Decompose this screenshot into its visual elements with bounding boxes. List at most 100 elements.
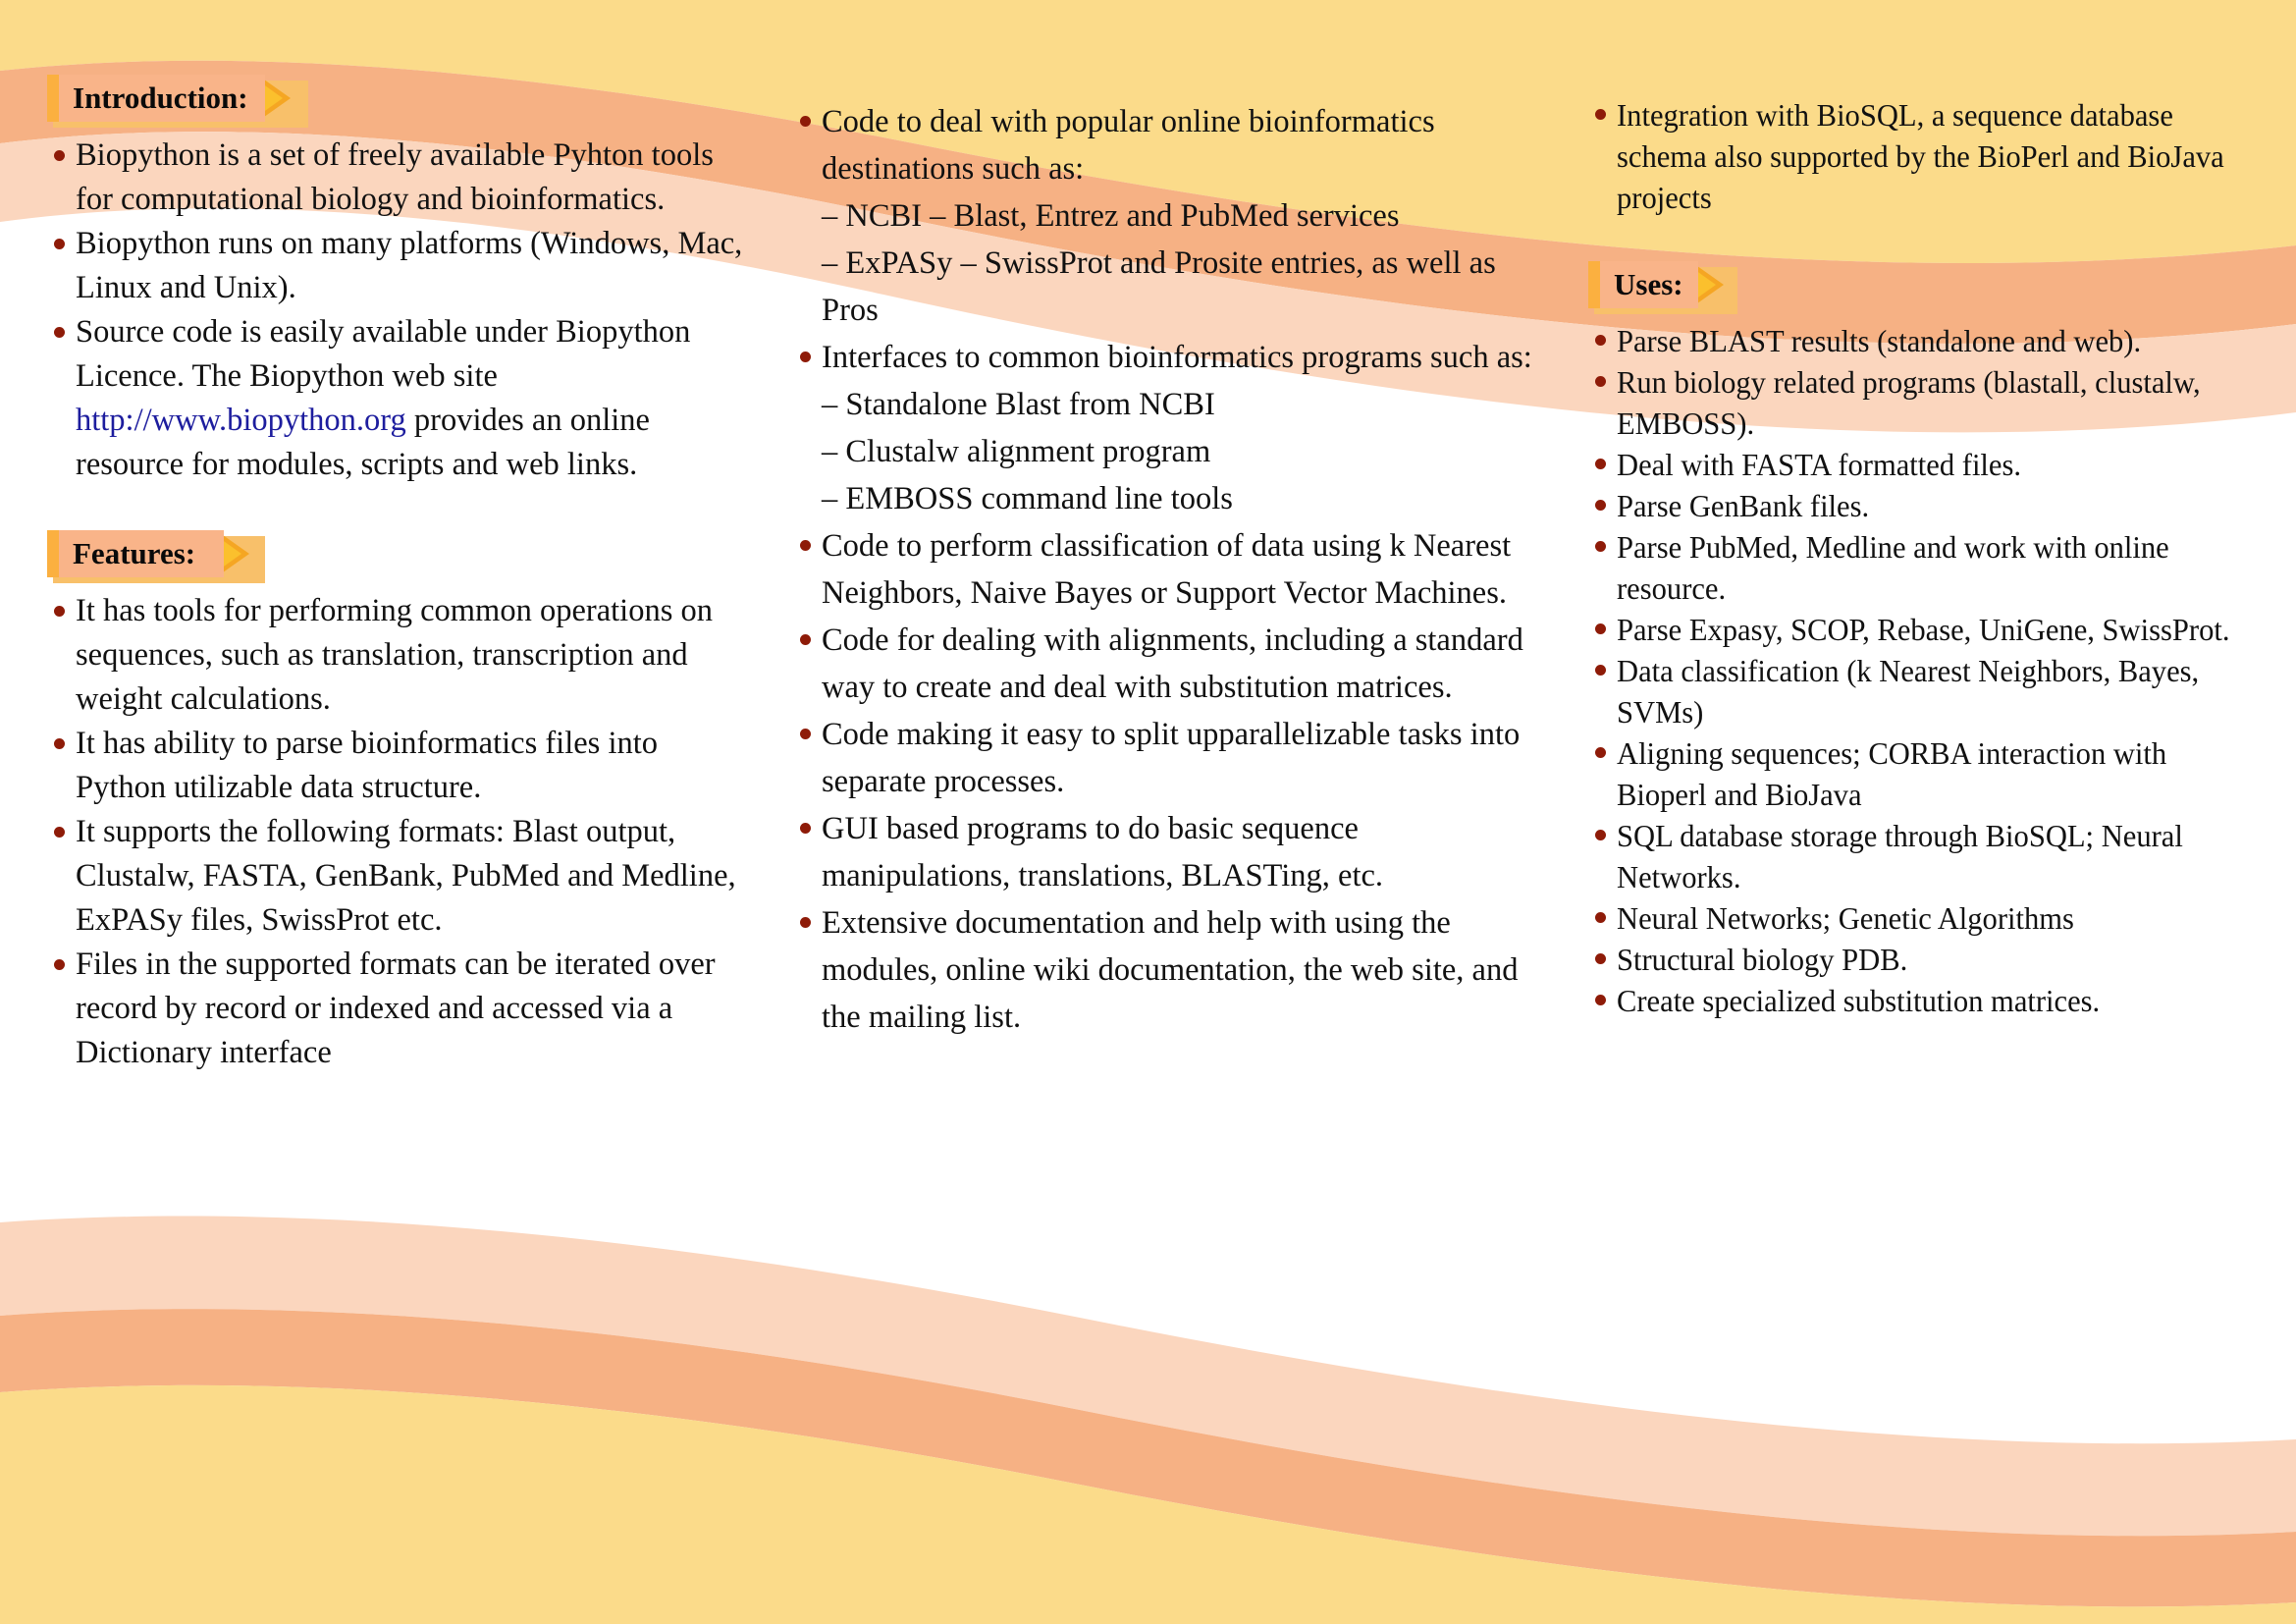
column-right: Integration with BioSQL, a sequence data…: [1561, 0, 2296, 1021]
list-item-text: Code for dealing with alignments, includ…: [822, 623, 1523, 705]
list-item-text: Run biology related programs (blastall, …: [1617, 364, 2201, 441]
column-middle: Code to deal with popular online bioinfo…: [775, 0, 1561, 1041]
list-item-text: It has ability to parse bioinformatics f…: [76, 726, 658, 805]
list-item: Neural Networks; Genetic Algorithms: [1588, 897, 2278, 939]
list-item-text: Extensive documentation and help with us…: [822, 905, 1519, 1035]
list-item: Data classification (k Nearest Neighbors…: [1588, 650, 2278, 732]
list-item: Deal with FASTA formatted files.: [1588, 444, 2278, 485]
list-item: Code for dealing with alignments, includ…: [793, 617, 1541, 711]
list-item: GUI based programs to do basic sequence …: [793, 805, 1541, 899]
bullet-dot-icon: [800, 116, 811, 127]
bullet-dot-icon: [1595, 912, 1606, 923]
section-heading-features: Features:: [73, 536, 196, 570]
list-item: Extensive documentation and help with us…: [793, 899, 1541, 1041]
list-item-text: Structural biology PDB.: [1617, 942, 1908, 977]
list-item-sub: – Clustalw alignment program: [822, 434, 1211, 469]
bullet-dot-icon: [1595, 376, 1606, 387]
section-heading-uses: Uses:: [1614, 267, 1683, 301]
list-item-sub: – NCBI – Blast, Entrez and PubMed servic…: [822, 198, 1400, 234]
list-item-text: It has tools for performing common opera…: [76, 593, 713, 717]
list-item-text: Neural Networks; Genetic Algorithms: [1617, 900, 2074, 936]
list-item-text: Parse GenBank files.: [1617, 488, 1870, 523]
bullet-dot-icon: [800, 634, 811, 645]
list-item-text: Code making it easy to split upparalleli…: [822, 717, 1521, 799]
list-item-sub: – Standalone Blast from NCBI: [822, 387, 1215, 422]
section-banner-introduction: Introduction:: [47, 75, 308, 128]
bullet-dot-icon: [1595, 665, 1606, 676]
list-item-text: Source code is easily available under Bi…: [76, 314, 690, 482]
list-item: Code to deal with popular online bioinfo…: [793, 98, 1541, 334]
bullet-dot-icon: [800, 729, 811, 739]
list-item: Code making it easy to split upparalleli…: [793, 711, 1541, 805]
list-item-text: Code to deal with popular online bioinfo…: [822, 104, 1435, 187]
list-item-text: Files in the supported formats can be it…: [76, 947, 716, 1070]
list-item-text: Integration with BioSQL, a sequence data…: [1617, 97, 2224, 215]
list-item: It supports the following formats: Blast…: [47, 810, 746, 943]
list-item: Files in the supported formats can be it…: [47, 943, 746, 1075]
right-top-bullet-list: Integration with BioSQL, a sequence data…: [1588, 94, 2278, 218]
bullet-dot-icon: [1595, 830, 1606, 840]
features-bullet-list: It has tools for performing common opera…: [47, 589, 746, 1075]
text-after-link: provides an online resource for modules,…: [76, 403, 650, 482]
list-item: Biopython is a set of freely available P…: [47, 134, 746, 222]
list-item-text: Create specialized substitution matrices…: [1617, 983, 2101, 1018]
column-left: Introduction: Biopython is a set of free…: [0, 0, 775, 1075]
bullet-dot-icon: [1595, 541, 1606, 552]
list-item-text: It supports the following formats: Blast…: [76, 814, 736, 938]
list-item: Structural biology PDB.: [1588, 939, 2278, 980]
biopython-website-link[interactable]: http://www.biopython.org: [76, 403, 406, 438]
list-item: Interfaces to common bioinformatics prog…: [793, 334, 1541, 522]
bullet-dot-icon: [1595, 335, 1606, 346]
list-item: Biopython runs on many platforms (Window…: [47, 222, 746, 310]
list-item-text: Interfaces to common bioinformatics prog…: [822, 340, 1532, 375]
uses-bullet-list: Parse BLAST results (standalone and web)…: [1588, 320, 2278, 1021]
bullet-dot-icon: [54, 239, 65, 249]
bullet-dot-icon: [1595, 500, 1606, 511]
list-item: Parse BLAST results (standalone and web)…: [1588, 320, 2278, 361]
list-item: Run biology related programs (blastall, …: [1588, 361, 2278, 444]
list-item: Parse PubMed, Medline and work with onli…: [1588, 526, 2278, 609]
list-item: Code to perform classification of data u…: [793, 522, 1541, 617]
section-heading-introduction: Introduction:: [73, 81, 248, 115]
list-item-text: Deal with FASTA formatted files.: [1617, 447, 2022, 482]
bullet-dot-icon: [1595, 747, 1606, 758]
introduction-bullet-list: Biopython is a set of freely available P…: [47, 134, 746, 487]
list-item-sub: – ExPASy – SwissProt and Prosite entries…: [822, 245, 1496, 328]
bullet-dot-icon: [800, 540, 811, 551]
bullet-dot-icon: [54, 327, 65, 338]
list-item: Source code is easily available under Bi…: [47, 310, 746, 487]
bullet-dot-icon: [800, 917, 811, 928]
list-item: Parse Expasy, SCOP, Rebase, UniGene, Swi…: [1588, 609, 2278, 650]
bullet-dot-icon: [1595, 953, 1606, 964]
text-before-link: Source code is easily available under Bi…: [76, 314, 691, 394]
list-item: Aligning sequences; CORBA interaction wi…: [1588, 732, 2278, 815]
section-banner-features: Features:: [47, 530, 265, 583]
list-item-text: Code to perform classification of data u…: [822, 528, 1512, 611]
list-item-text: Parse BLAST results (standalone and web)…: [1617, 323, 2142, 358]
bullet-dot-icon: [800, 823, 811, 834]
middle-bullet-list: Code to deal with popular online bioinfo…: [793, 98, 1541, 1041]
list-item-text: Parse Expasy, SCOP, Rebase, UniGene, Swi…: [1617, 612, 2230, 647]
spacer: [47, 487, 746, 530]
list-item-text: Aligning sequences; CORBA interaction wi…: [1617, 735, 2167, 812]
list-item-text: SQL database storage through BioSQL; Neu…: [1617, 818, 2183, 894]
list-item: Create specialized substitution matrices…: [1588, 980, 2278, 1021]
list-item: Integration with BioSQL, a sequence data…: [1588, 94, 2278, 218]
list-item: It has ability to parse bioinformatics f…: [47, 722, 746, 810]
list-item: Parse GenBank files.: [1588, 485, 2278, 526]
bullet-dot-icon: [1595, 109, 1606, 120]
list-item: SQL database storage through BioSQL; Neu…: [1588, 815, 2278, 897]
list-item-text: Biopython runs on many platforms (Window…: [76, 226, 743, 305]
bullet-dot-icon: [54, 959, 65, 970]
bullet-dot-icon: [1595, 995, 1606, 1005]
bullet-dot-icon: [54, 606, 65, 617]
bullet-dot-icon: [54, 738, 65, 749]
bullet-dot-icon: [54, 827, 65, 838]
bullet-dot-icon: [800, 352, 811, 362]
bullet-dot-icon: [1595, 623, 1606, 634]
list-item-text: Data classification (k Nearest Neighbors…: [1617, 653, 2200, 730]
list-item-text: Parse PubMed, Medline and work with onli…: [1617, 529, 2169, 606]
list-item-sub: – EMBOSS command line tools: [822, 481, 1233, 516]
